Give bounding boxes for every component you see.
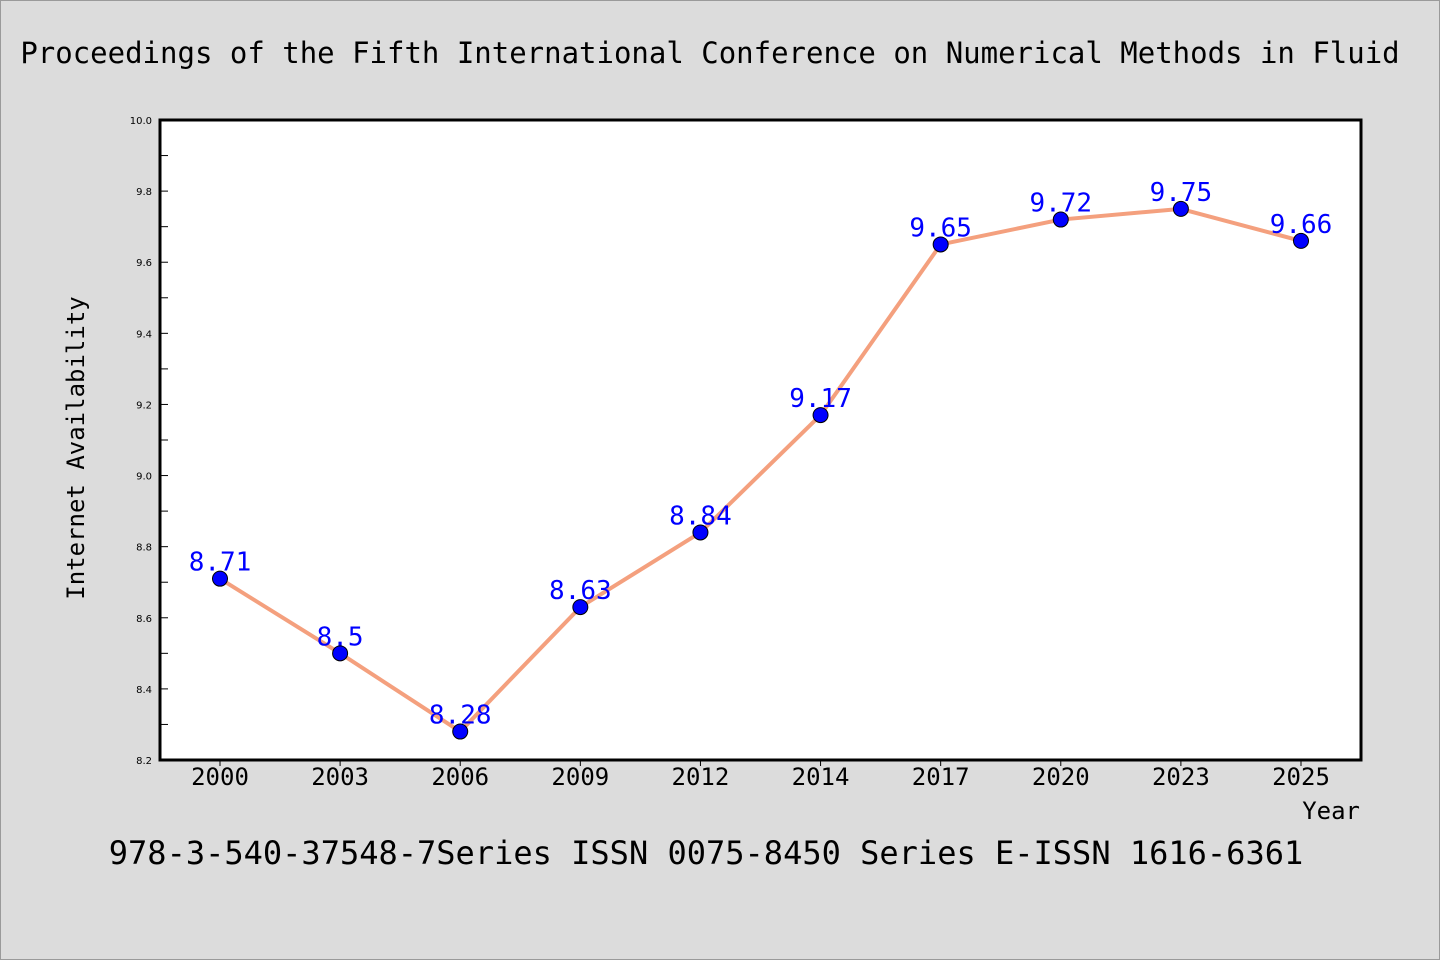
data-label: 9.17 <box>789 384 852 414</box>
x-tick-label: 2020 <box>1032 763 1090 791</box>
data-point-marker <box>1172 200 1189 217</box>
data-point-marker <box>452 723 469 740</box>
y-tick-label: 8.2 <box>136 756 152 767</box>
y-axis: 8.2 8.4 8.6 8.8 9.0 9.2 9.4 9.6 9.8 10.0 <box>130 116 168 767</box>
chart-title: Proceedings of the Fifth International C… <box>20 36 1399 70</box>
x-tick-label: 2023 <box>1152 763 1210 791</box>
x-axis-label: Year <box>1302 797 1360 825</box>
footer-isbn-issn: 978-3-540-37548-7Series ISSN 0075-8450 S… <box>109 834 1303 872</box>
data-label: 9.65 <box>909 213 972 243</box>
data-point-marker <box>1052 211 1069 228</box>
x-tick-label: 2017 <box>912 763 970 791</box>
y-tick-label: 8.8 <box>136 543 152 554</box>
data-label: 9.75 <box>1150 178 1213 208</box>
y-tick-label: 9.4 <box>136 329 152 340</box>
y-tick-label: 9.0 <box>136 472 152 483</box>
data-point-marker <box>692 524 709 541</box>
x-tick-label: 2012 <box>672 763 730 791</box>
x-tick-label: 2009 <box>551 763 609 791</box>
data-label: 8.63 <box>549 576 612 606</box>
x-tick-label: 2000 <box>191 763 249 791</box>
data-label: 9.66 <box>1270 210 1333 240</box>
data-label: 8.84 <box>669 501 732 531</box>
y-tick-label: 9.8 <box>136 187 152 198</box>
x-tick-label: 2025 <box>1272 763 1330 791</box>
y-tick-label: 9.2 <box>136 400 152 411</box>
y-tick-label: 10.0 <box>130 116 152 127</box>
data-point-marker <box>572 599 589 616</box>
data-point-marker <box>332 645 349 662</box>
series-line <box>218 206 1303 734</box>
data-label: 8.5 <box>317 622 364 652</box>
y-axis-label: Internet Availability <box>62 296 90 599</box>
data-point-marker <box>932 236 949 253</box>
data-label: 8.28 <box>429 701 492 731</box>
series-group: 8.71 8.5 8.28 8.63 8.84 9.17 9.65 9.72 9.75 9.66 <box>189 178 1333 740</box>
data-label: 9.72 <box>1029 189 1092 219</box>
y-tick-label: 9.6 <box>136 258 152 269</box>
y-tick-label: 8.4 <box>136 685 152 696</box>
x-axis: 2000 2003 2006 2009 2012 2014 2017 2020 2023 2025 <box>191 760 1330 791</box>
x-tick-label: 2014 <box>792 763 850 791</box>
y-tick-label: 8.6 <box>136 614 152 625</box>
x-tick-label: 2003 <box>311 763 369 791</box>
x-tick-label: 2006 <box>431 763 489 791</box>
data-point-marker <box>1293 232 1309 249</box>
data-point-marker <box>812 407 829 424</box>
data-label: 8.71 <box>189 548 252 578</box>
data-point-marker <box>212 570 228 587</box>
plot-area <box>158 118 1363 762</box>
